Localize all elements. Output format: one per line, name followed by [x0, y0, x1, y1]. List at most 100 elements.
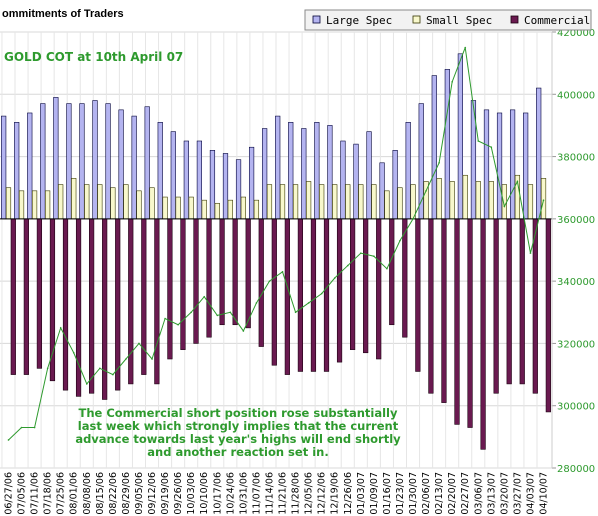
bar-large-spec-12 — [157, 122, 163, 220]
y-tick-label-3: 340000 — [557, 277, 595, 288]
bar-commercial-36 — [480, 218, 486, 450]
bar-commercial-27 — [363, 218, 369, 354]
x-tick-label-25: 12/19/06 — [330, 472, 341, 515]
annotation-line-4: and another reaction set in. — [147, 445, 328, 459]
bar-large-spec-22 — [288, 122, 294, 220]
bar-large-spec-26 — [340, 140, 346, 220]
bar-small-spec-38 — [501, 184, 507, 220]
x-tick-label-4: 07/25/06 — [56, 472, 67, 515]
bar-small-spec-18 — [240, 196, 246, 220]
bar-small-spec-2 — [31, 190, 38, 220]
bar-small-spec-25 — [332, 184, 338, 220]
bar-commercial-22 — [297, 218, 304, 372]
bar-large-spec-25 — [327, 125, 333, 220]
x-tick-label-36: 03/06/07 — [473, 472, 484, 515]
bar-small-spec-31 — [410, 184, 416, 220]
x-tick-label-16: 10/17/06 — [212, 472, 223, 515]
line-series-point-32 — [425, 190, 427, 192]
line-series-point-18 — [242, 330, 245, 332]
line-series-point-14 — [190, 311, 192, 314]
x-tick-label-19: 11/07/06 — [251, 472, 262, 515]
line-series-point-26 — [346, 264, 349, 267]
x-tick-label-34: 02/20/07 — [447, 472, 458, 515]
bar-commercial-41 — [545, 218, 551, 413]
bar-large-spec-6 — [79, 103, 85, 220]
bar-commercial-8 — [115, 218, 121, 391]
legend-label-large-spec: Large Spec — [326, 14, 392, 27]
bar-commercial-13 — [180, 218, 186, 350]
line-series-point-12 — [164, 317, 166, 320]
chart-subtitle: GOLD COT at 10th April 07 — [4, 50, 183, 64]
line-series-point-16 — [216, 314, 219, 317]
x-tick-label-37: 03/13/07 — [486, 472, 497, 515]
bar-large-spec-3 — [40, 103, 46, 220]
line-series-point-13 — [177, 323, 179, 326]
x-tick-label-29: 01/16/07 — [382, 472, 393, 515]
line-series-point-1 — [20, 426, 23, 429]
bar-commercial-24 — [323, 218, 330, 372]
bar-large-spec-21 — [275, 115, 281, 220]
bar-commercial-39 — [519, 218, 525, 385]
bar-commercial-18 — [245, 218, 251, 329]
legend-box — [304, 9, 592, 31]
line-series-point-6 — [85, 383, 88, 385]
bar-small-spec-6 — [84, 184, 90, 220]
bar-commercial-30 — [402, 218, 408, 338]
y-tick-label-1: 300000 — [557, 402, 595, 413]
bar-large-spec-34 — [444, 69, 450, 220]
bar-commercial-16 — [219, 218, 225, 326]
bar-large-spec-9 — [118, 109, 124, 220]
bar-large-spec-17 — [222, 153, 229, 220]
x-tick-label-6: 08/08/06 — [82, 472, 93, 515]
legend-swatch-commercial — [510, 15, 519, 24]
bar-commercial-34 — [454, 218, 460, 425]
line-series-point-27 — [360, 252, 362, 254]
line-series-point-9 — [125, 358, 127, 360]
bar-small-spec-3 — [45, 190, 51, 220]
line-series-point-8 — [112, 373, 114, 376]
bar-commercial-9 — [128, 218, 134, 385]
x-tick-label-7: 08/15/06 — [95, 472, 106, 515]
line-series-point-39 — [516, 180, 519, 183]
bar-large-spec-40 — [523, 112, 529, 220]
line-series-point-37 — [490, 146, 493, 149]
bar-large-spec-10 — [131, 115, 137, 220]
x-tick-label-10: 09/05/06 — [134, 472, 145, 515]
x-tick-label-2: 07/11/06 — [30, 472, 41, 515]
bar-large-spec-23 — [301, 128, 307, 220]
bar-commercial-23 — [310, 218, 317, 372]
bar-large-spec-27 — [353, 143, 359, 220]
line-series-point-28 — [373, 255, 375, 258]
x-tick-label-9: 08/29/06 — [121, 472, 132, 515]
bar-small-spec-10 — [136, 190, 142, 220]
bar-large-spec-31 — [405, 122, 411, 220]
line-series-point-29 — [386, 267, 388, 270]
bar-small-spec-30 — [397, 187, 403, 220]
x-tick-label-39: 03/27/07 — [512, 472, 523, 515]
bar-commercial-20 — [271, 218, 277, 366]
line-series-point-30 — [399, 239, 401, 242]
bar-commercial-33 — [441, 218, 447, 403]
x-tick-label-20: 11/14/06 — [264, 472, 275, 515]
bar-large-spec-14 — [183, 140, 189, 220]
x-tick-label-5: 08/01/06 — [69, 472, 80, 515]
bar-commercial-7 — [102, 218, 108, 400]
bar-commercial-3 — [49, 218, 56, 382]
bar-large-spec-20 — [262, 128, 268, 220]
line-layer — [7, 46, 545, 441]
x-tick-label-17: 10/24/06 — [225, 472, 236, 515]
x-tick-label-27: 01/03/07 — [356, 472, 367, 515]
bar-commercial-1 — [23, 218, 29, 375]
bar-small-spec-19 — [253, 199, 260, 220]
bar-small-spec-1 — [18, 190, 25, 220]
line-series-path — [8, 47, 545, 441]
bar-large-spec-41 — [536, 87, 542, 220]
bar-small-spec-41 — [540, 178, 547, 220]
x-tick-label-38: 03/20/07 — [499, 472, 510, 515]
x-tick-label-26: 12/26/06 — [343, 472, 354, 515]
bar-large-spec-28 — [366, 131, 372, 220]
x-tick-label-30: 01/23/07 — [395, 472, 406, 515]
bar-small-spec-16 — [214, 202, 220, 220]
bar-large-spec-4 — [53, 97, 59, 220]
